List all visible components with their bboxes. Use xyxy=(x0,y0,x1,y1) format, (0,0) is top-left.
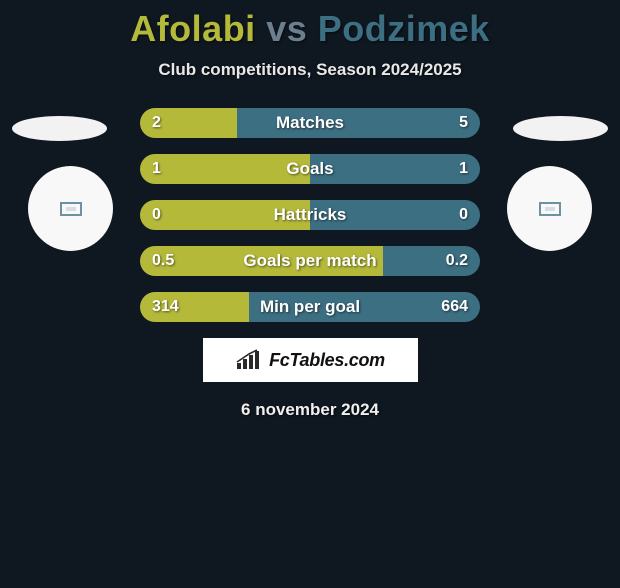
stat-bar: Hattricks0 0 xyxy=(140,200,480,230)
left-player-disc xyxy=(28,166,113,251)
right-player-disc xyxy=(507,166,592,251)
stat-bar-label: Goals per match xyxy=(140,246,480,276)
title-vs: vs xyxy=(266,8,307,49)
stat-bar-left-value: 0.5 xyxy=(152,246,174,276)
stat-bar: Matches2 5 xyxy=(140,108,480,138)
left-ellipse-decor xyxy=(12,116,107,141)
stat-bar: Min per goal314 664 xyxy=(140,292,480,322)
title-player2: Podzimek xyxy=(318,8,490,49)
title-player1: Afolabi xyxy=(130,8,256,49)
stat-bar-left-value: 1 xyxy=(152,154,161,184)
stat-bar-label: Hattricks xyxy=(140,200,480,230)
brand-chart-icon xyxy=(235,349,263,371)
stat-bar-left-value: 2 xyxy=(152,108,161,138)
stat-bar: Goals1 1 xyxy=(140,154,480,184)
stat-bar-right-value: 0 xyxy=(459,200,468,230)
stat-bar-right-value: 0.2 xyxy=(446,246,468,276)
right-badge-icon xyxy=(539,202,561,216)
stat-bar-left-value: 0 xyxy=(152,200,161,230)
stat-bar-right-value: 664 xyxy=(441,292,468,322)
right-ellipse-decor xyxy=(513,116,608,141)
stat-bar-label: Goals xyxy=(140,154,480,184)
brand-box: FcTables.com xyxy=(203,338,418,382)
stat-bar-label: Min per goal xyxy=(140,292,480,322)
page-title: Afolabi vs Podzimek xyxy=(0,8,620,50)
left-badge-icon xyxy=(60,202,82,216)
stat-bar-label: Matches xyxy=(140,108,480,138)
stat-bar-right-value: 1 xyxy=(459,154,468,184)
stat-bar: Goals per match0.5 0.2 xyxy=(140,246,480,276)
comparison-stage: Matches2 5 Goals1 1 Hattricks0 0 Goals per mat… xyxy=(0,108,620,322)
stats-bars: Matches2 5 Goals1 1 Hattricks0 0 Goals per mat… xyxy=(140,108,480,322)
stat-bar-left-value: 314 xyxy=(152,292,179,322)
stat-bar-right-value: 5 xyxy=(459,108,468,138)
subtitle: Club competitions, Season 2024/2025 xyxy=(0,60,620,80)
date-text: 6 november 2024 xyxy=(0,400,620,420)
brand-text: FcTables.com xyxy=(269,350,385,371)
